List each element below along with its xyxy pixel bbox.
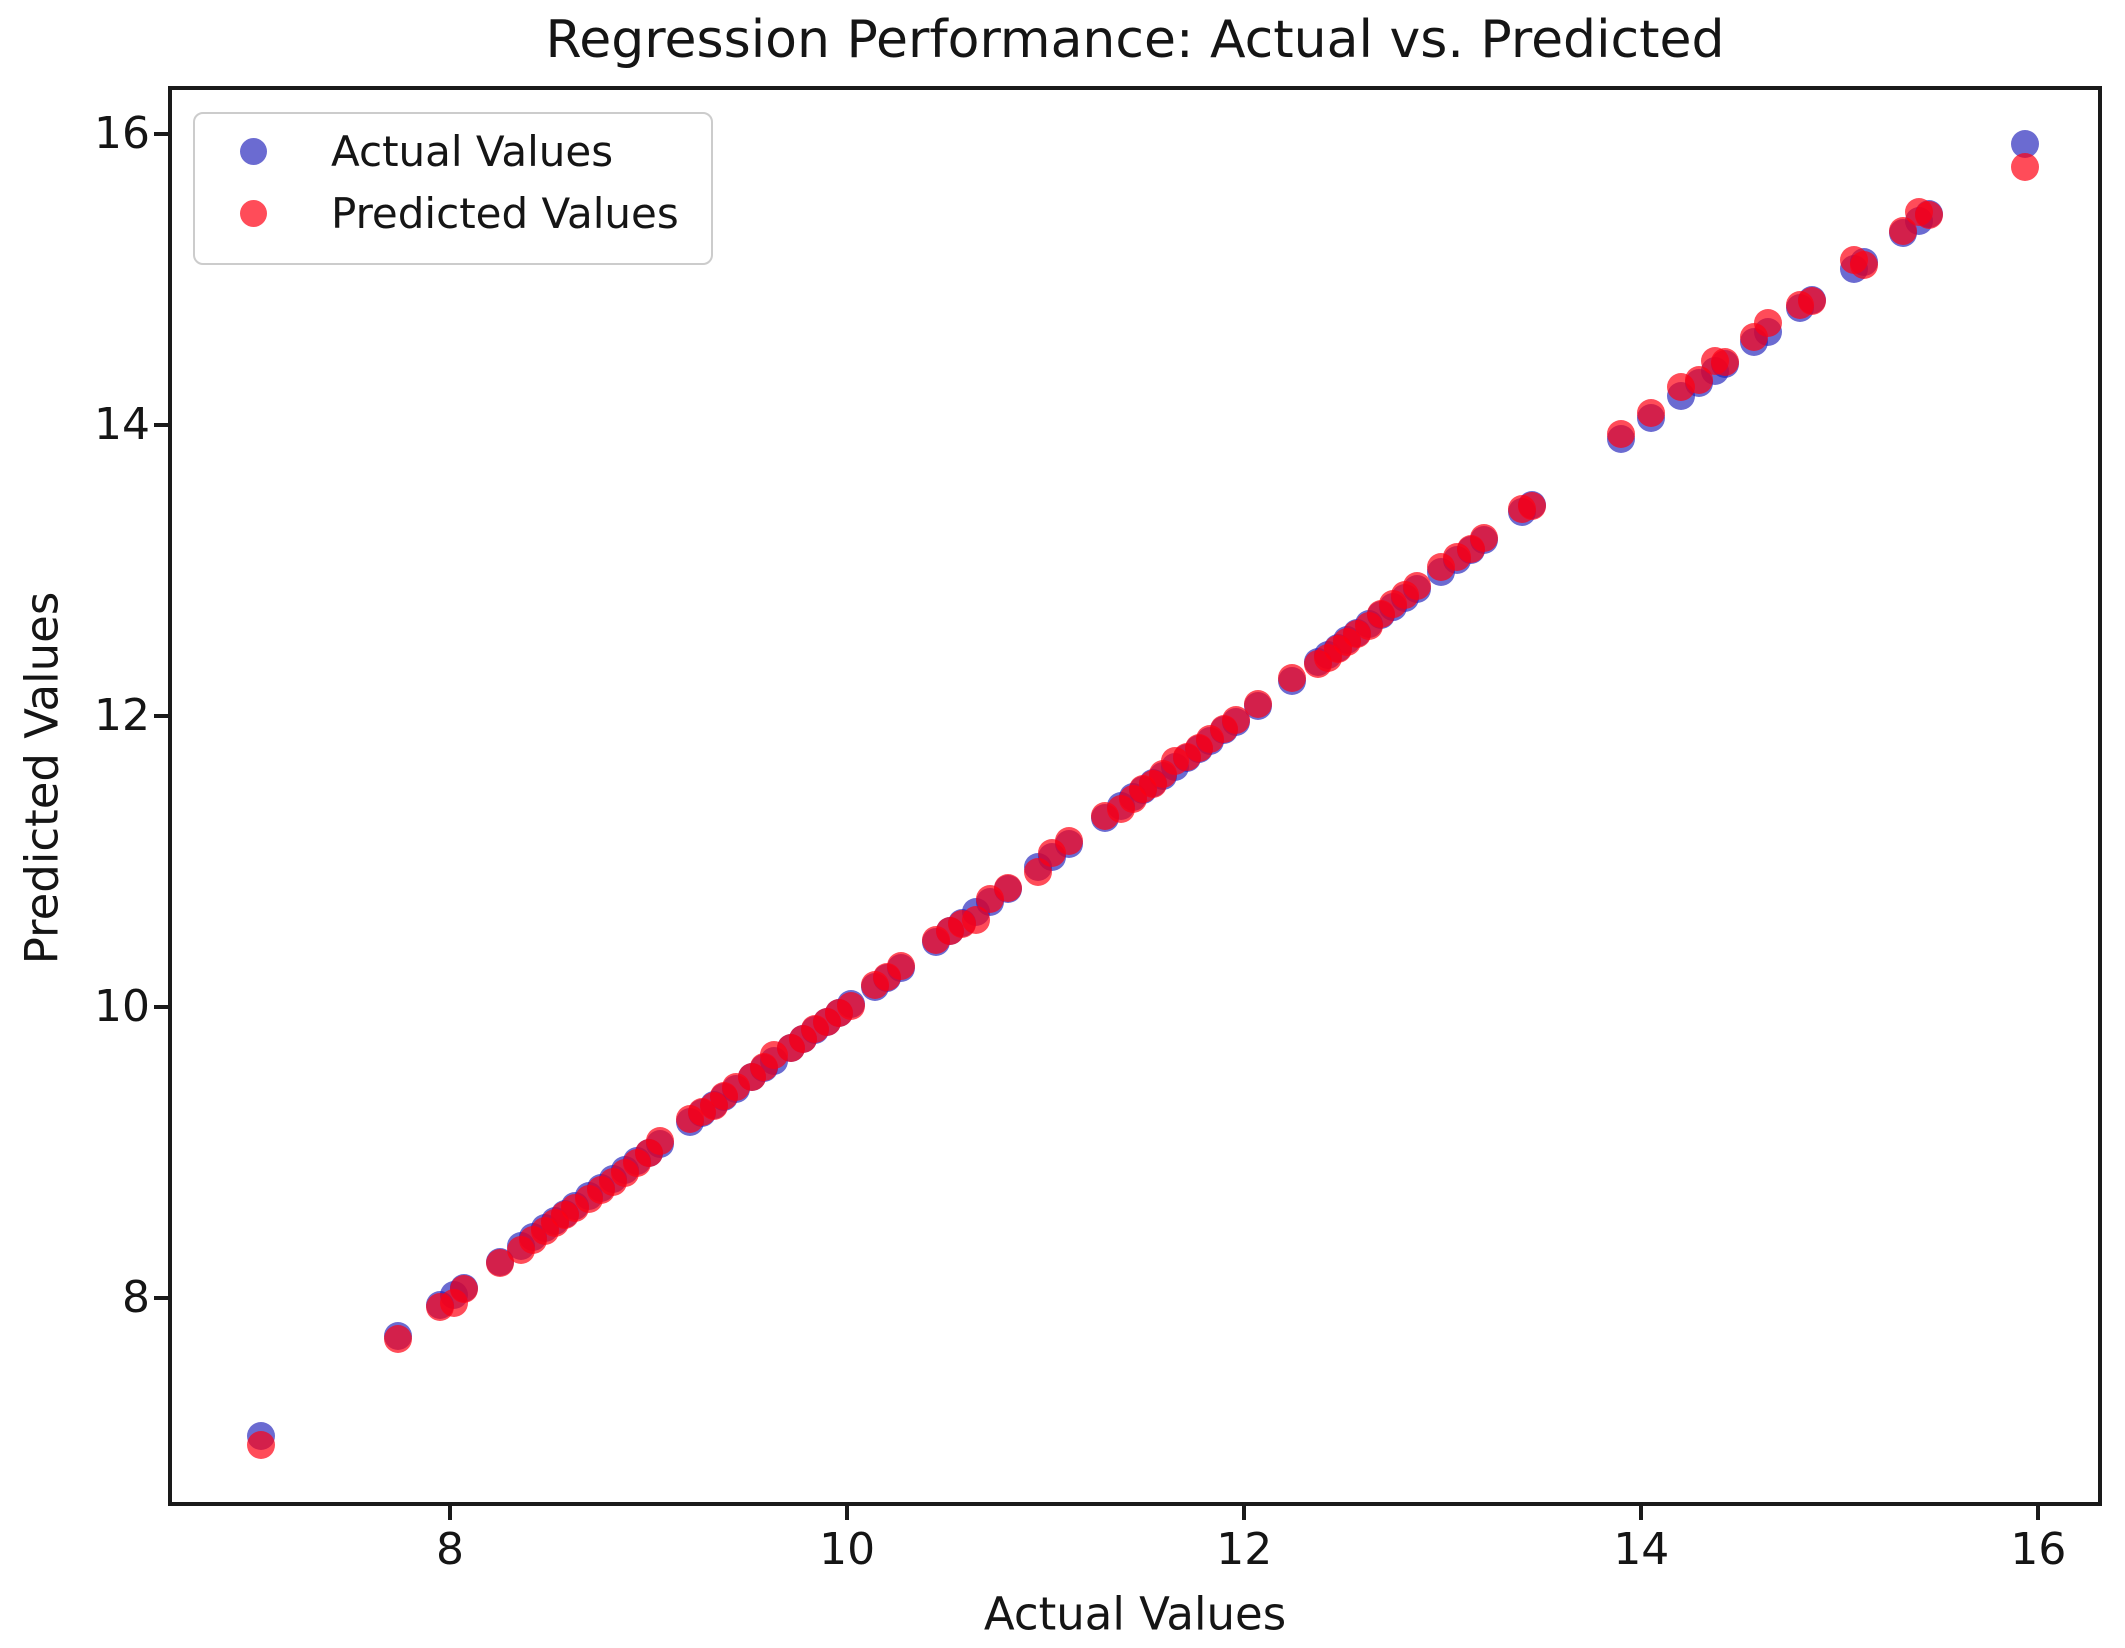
y-axis-tick — [154, 1005, 168, 1010]
y-axis-tick — [154, 713, 168, 718]
scatter-point-predicted — [1637, 399, 1666, 428]
scatter-point-predicted — [837, 991, 866, 1020]
y-axis-tick — [154, 422, 168, 427]
x-axis-tick-label: 16 — [2010, 1524, 2067, 1575]
scatter-point-predicted — [1244, 690, 1273, 719]
scatter-point-predicted — [1849, 250, 1878, 279]
plot-area: Actual Values Predicted Values — [168, 86, 2102, 1506]
scatter-point-predicted — [1915, 201, 1944, 230]
x-axis-tick — [1242, 1506, 1247, 1520]
scatter-point-predicted — [1518, 492, 1547, 521]
legend-item-predicted: Predicted Values — [195, 186, 679, 240]
scatter-point-predicted — [2010, 153, 2039, 182]
legend-marker-predicted-icon — [240, 199, 267, 227]
legend-item-actual: Actual Values — [195, 124, 613, 178]
legend-label-actual: Actual Values — [331, 126, 614, 176]
scatter-point-predicted — [1798, 287, 1827, 316]
legend-label-predicted: Predicted Values — [331, 188, 679, 238]
legend: Actual Values Predicted Values — [193, 112, 713, 265]
y-axis-tick-label: 16 — [94, 107, 150, 159]
x-axis-tick-label: 14 — [1613, 1524, 1670, 1575]
scatter-point-predicted — [993, 873, 1022, 902]
scatter-point-predicted — [1607, 419, 1636, 448]
scatter-point-predicted — [886, 952, 915, 981]
legend-marker-actual-icon — [240, 137, 267, 165]
scatter-point-predicted — [1710, 348, 1739, 377]
y-axis-tick-label: 8 — [122, 1272, 150, 1324]
scatter-point-predicted — [1055, 827, 1084, 856]
scatter-point-predicted — [247, 1431, 276, 1460]
scatter-point-predicted — [646, 1126, 675, 1155]
x-axis-tick — [2036, 1506, 2041, 1520]
y-axis-tick — [154, 131, 168, 136]
scatter-point-predicted — [1754, 308, 1783, 337]
chart-title: Regression Performance: Actual vs. Predi… — [545, 10, 1725, 70]
y-axis-tick-label: 14 — [94, 398, 150, 450]
x-axis-tick — [845, 1506, 850, 1520]
scatter-point-predicted — [384, 1324, 413, 1353]
y-axis-tick-label: 12 — [94, 689, 150, 741]
x-axis-tick-label: 10 — [819, 1524, 876, 1575]
scatter-point-predicted — [1277, 664, 1306, 693]
x-axis-tick-label: 8 — [435, 1524, 464, 1575]
x-axis-tick — [447, 1506, 452, 1520]
scatter-point-predicted — [1470, 524, 1499, 553]
x-axis-tick — [1639, 1506, 1644, 1520]
x-axis-tick-label: 12 — [1216, 1524, 1273, 1575]
x-axis-label: Actual Values — [983, 1587, 1287, 1641]
y-axis-tick — [154, 1296, 168, 1301]
y-axis-tick-label: 10 — [94, 981, 150, 1033]
y-axis-label: Predicted Values — [15, 591, 69, 965]
scatter-point-predicted — [1402, 572, 1431, 601]
scatter-point-predicted — [449, 1275, 478, 1304]
